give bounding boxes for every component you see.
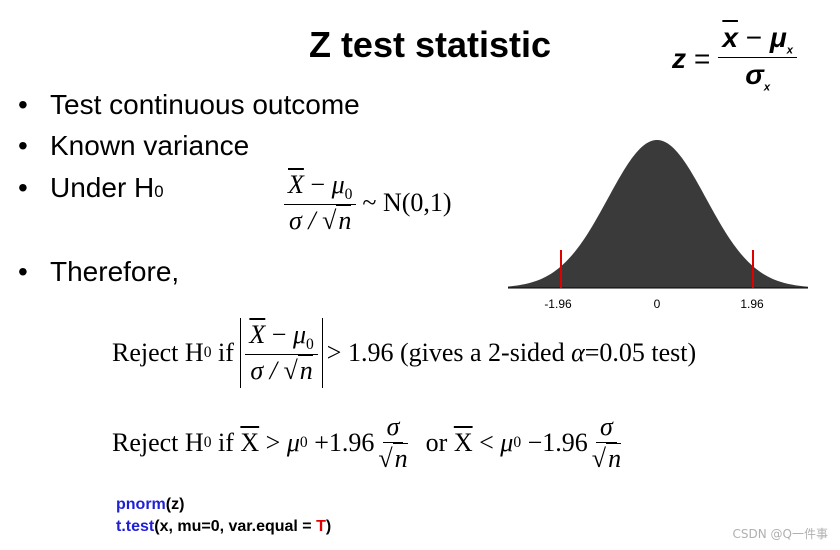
close-paren: ) — [325, 518, 332, 535]
equals-sign: = — [694, 42, 711, 74]
plus-coefficient: +1.96 — [307, 428, 375, 458]
test-text: =0.05 test) — [584, 338, 697, 368]
normal-curve-plot: -1.96 0 1.96 — [508, 140, 808, 310]
watermark: CSDN @Q一件事 — [732, 527, 828, 541]
less-than: < — [472, 428, 501, 458]
sigma-over: σ / — [289, 206, 323, 236]
slide-title: Z test statistic — [308, 24, 552, 65]
h-subscript: 0 — [203, 434, 212, 452]
r-code-line-2: t.test(x, mu=0, var.equal = T) — [116, 518, 331, 536]
mu-subscript: 0 — [344, 186, 353, 204]
function-args: (z) — [165, 496, 185, 513]
tick-label-left: -1.96 — [544, 297, 572, 310]
z-fraction: x − μx σx — [718, 22, 797, 96]
bullet-dot-icon: • — [18, 256, 28, 287]
n-symbol: n — [297, 355, 313, 386]
absolute-value: X − μ0 σ / √n — [240, 318, 323, 389]
bullet-text: Test continuous outcome — [50, 89, 360, 120]
reject-text: Reject H — [112, 338, 204, 368]
bullet-dot-icon: • — [18, 172, 28, 203]
xbar: X — [453, 428, 473, 458]
minus-sign: − — [303, 170, 332, 199]
mu-subscript: 0 — [306, 336, 314, 354]
sigma-over-sqrt-n: σ √n — [588, 412, 625, 474]
reject-text: Reject H — [112, 428, 204, 458]
sqrt-icon: √ — [283, 356, 298, 386]
n-symbol: n — [392, 442, 408, 473]
mu-symbol: μ — [292, 320, 306, 349]
greater-than: > — [259, 428, 287, 458]
bullet-text: Known variance — [50, 130, 250, 161]
mu-subscript: 0 — [513, 434, 522, 452]
sqrt-icon: √ — [322, 206, 337, 236]
normal-dist: ~ N(0,1) — [362, 188, 452, 218]
xbar: X — [240, 428, 260, 458]
sqrt-icon: √ — [378, 443, 393, 473]
function-name: pnorm — [116, 496, 166, 513]
sigma-over-sqrt-n: σ √n — [374, 412, 411, 474]
mu-symbol: μ — [331, 170, 345, 199]
function-args: (x, mu=0, var.equal = — [154, 518, 317, 535]
minus-coefficient: −1.96 — [521, 428, 588, 458]
r-code-line-1: pnorm(z) — [116, 496, 184, 514]
sigma-symbol: σ — [745, 59, 764, 91]
if-text: if — [211, 428, 241, 458]
bullet-dot-icon: • — [18, 89, 28, 120]
mu-symbol: μ — [286, 428, 300, 458]
function-name: t.test — [116, 518, 155, 535]
xbar: X — [249, 320, 266, 349]
tick-label-right: 1.96 — [740, 297, 764, 310]
bullet-text: Under H — [50, 172, 155, 203]
mu-symbol: μ — [769, 22, 787, 53]
bullet-text: Therefore, — [50, 256, 180, 287]
sigma-symbol: σ — [386, 412, 400, 441]
h0-distribution-formula: X − μ0 σ / √n ~ N(0,1) — [284, 170, 452, 236]
z-formula: z = x − μx σx — [672, 22, 797, 96]
bullet-item: • Known variance — [18, 130, 249, 162]
h-subscript: 0 — [203, 344, 212, 362]
threshold-text: > 1.96 (gives a 2-sided — [326, 338, 572, 368]
bullet-subscript: 0 — [154, 182, 164, 201]
bullet-dot-icon: • — [18, 130, 28, 161]
bullet-item: • Test continuous outcome — [18, 89, 360, 121]
xbar: X — [288, 170, 304, 199]
mu-symbol: μ — [500, 428, 514, 458]
minus-sign: − — [265, 320, 293, 349]
sigma-over: σ / — [250, 356, 284, 386]
xbar: x — [722, 22, 738, 53]
bullet-item: • Therefore, — [18, 256, 179, 288]
sigma-symbol: σ — [600, 412, 613, 441]
normal-curve-area — [508, 140, 808, 288]
sqrt-icon: √ — [591, 443, 607, 473]
sigma-subscript: x — [763, 82, 771, 95]
minus-sign: − — [745, 22, 763, 53]
alpha-symbol: α — [571, 338, 585, 368]
or-text: or — [425, 428, 454, 458]
n-symbol: n — [336, 205, 352, 236]
tick-label-center: 0 — [654, 297, 661, 310]
z-symbol: z — [672, 42, 686, 74]
h0-fraction: X − μ0 σ / √n — [284, 170, 357, 236]
mu-subscript: 0 — [299, 434, 308, 452]
mu-subscript: x — [786, 44, 793, 57]
true-value: T — [316, 518, 326, 535]
n-symbol: n — [606, 442, 622, 473]
if-text: if — [211, 338, 241, 368]
